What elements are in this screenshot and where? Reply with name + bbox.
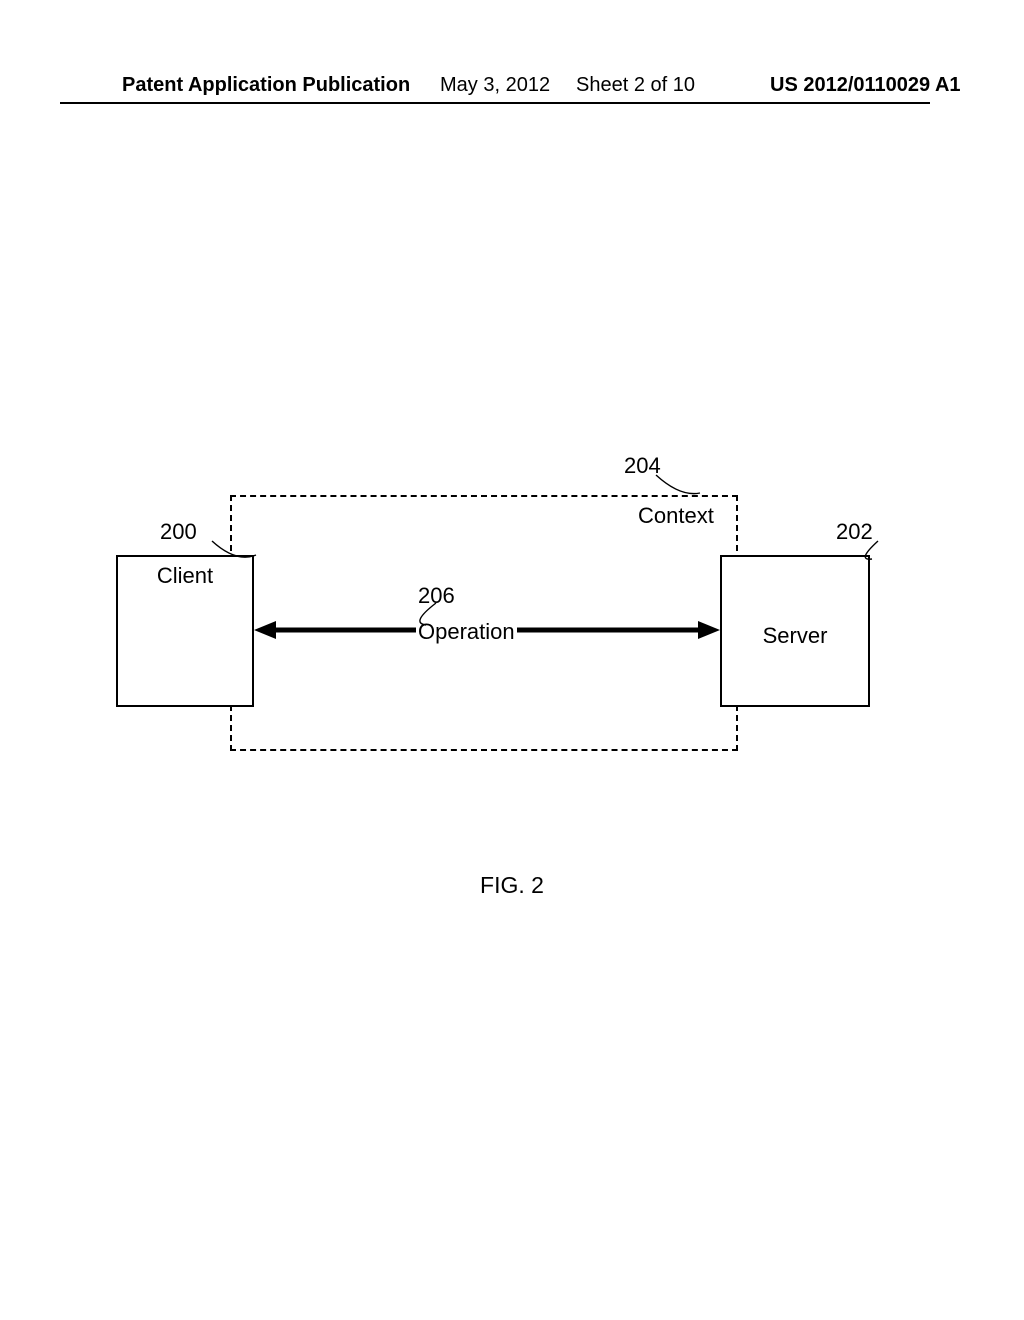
header-rule — [60, 102, 930, 104]
context-label: Context — [638, 503, 714, 529]
leader-operation — [398, 599, 458, 629]
leader-server — [848, 537, 908, 567]
server-label: Server — [720, 623, 870, 649]
header-pubnum: US 2012/0110029 A1 — [770, 74, 961, 97]
figure-diagram: Context Client Server Operation 200 202 … — [116, 495, 876, 755]
leader-context — [650, 471, 710, 501]
leader-client — [206, 537, 266, 567]
figure-caption: FIG. 2 — [0, 872, 1024, 899]
header-date: May 3, 2012 — [440, 74, 550, 97]
ref-client: 200 — [160, 519, 197, 545]
header-publication: Patent Application Publication — [122, 74, 410, 97]
header-sheet: Sheet 2 of 10 — [576, 74, 695, 97]
